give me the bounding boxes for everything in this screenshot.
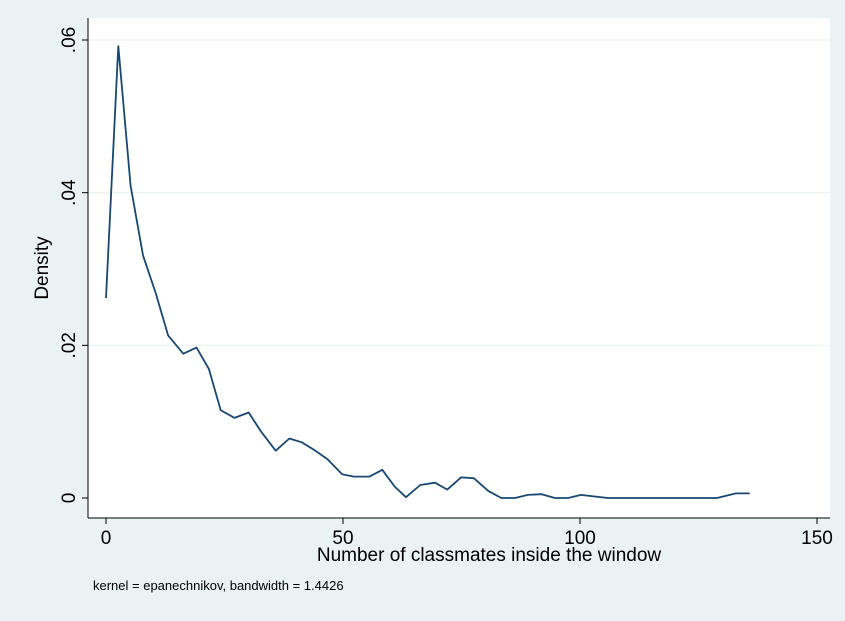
y-tick-label: .04 <box>59 179 80 206</box>
y-axis-title: Density <box>32 236 53 300</box>
gridlines <box>88 39 830 346</box>
x-tick-label: 50 <box>332 528 353 549</box>
series-layer <box>105 45 750 499</box>
x-tick-label: 100 <box>564 528 596 549</box>
y-tick-label: .06 <box>59 27 80 53</box>
y-tick-label: 0 <box>59 493 80 504</box>
x-tick-label: 150 <box>801 528 833 549</box>
density-line <box>105 45 750 499</box>
axes: 0 .02 .04 .06 0 50 100 150 <box>59 18 833 549</box>
plot-area <box>88 18 830 518</box>
x-tick-label: 0 <box>101 528 112 549</box>
x-axis-title: Number of classmates inside the window <box>317 545 662 566</box>
y-tick-label: .02 <box>59 332 80 358</box>
kernel-note: kernel = epanechnikov, bandwidth = 1.442… <box>93 578 344 593</box>
